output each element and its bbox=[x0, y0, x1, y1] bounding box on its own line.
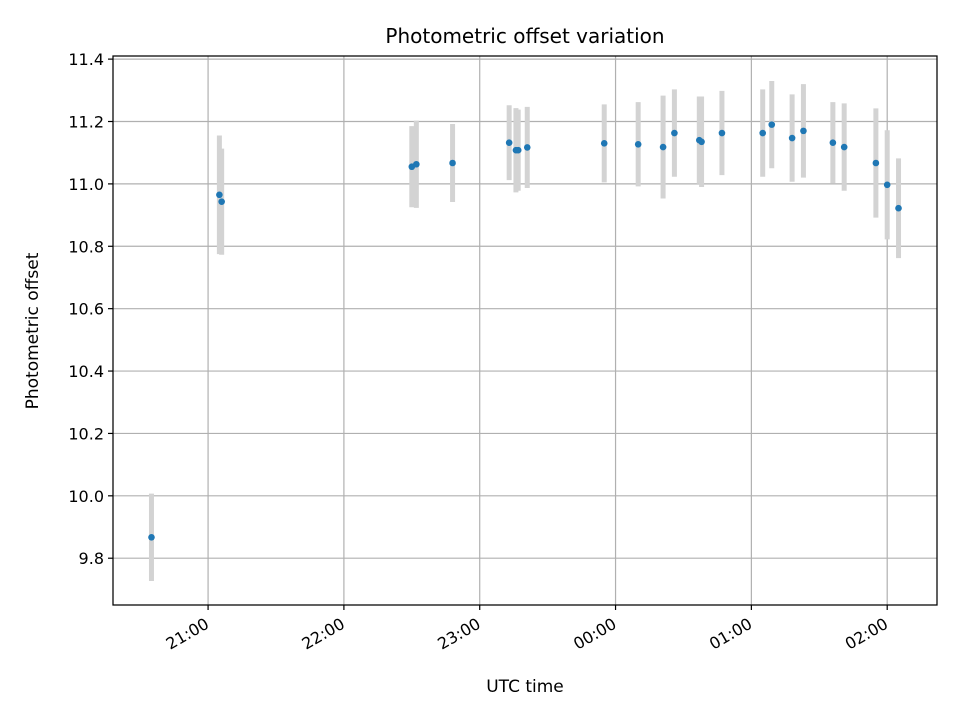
data-point bbox=[523, 144, 531, 151]
y-tick-label: 11.4 bbox=[68, 50, 104, 69]
y-tick-label: 10.6 bbox=[68, 300, 104, 319]
y-axis-ticks: 9.8 10.0 10.2 10.4 10.6 10.8 11.0 11.2 11.4 bbox=[68, 50, 113, 568]
data-point bbox=[216, 191, 223, 199]
y-axis-label: Photometric offset bbox=[23, 252, 43, 409]
data-point bbox=[718, 129, 726, 137]
chart-title: Photometric offset variation bbox=[385, 24, 664, 48]
data-point bbox=[449, 159, 456, 167]
data-point bbox=[883, 181, 891, 189]
data-point bbox=[872, 159, 880, 167]
data-point bbox=[800, 127, 807, 135]
plot-frame bbox=[112, 55, 938, 606]
data-point bbox=[840, 143, 848, 151]
y-tick-label: 9.8 bbox=[79, 549, 104, 568]
data-point bbox=[788, 134, 796, 142]
data-point bbox=[895, 204, 902, 212]
y-tick-label: 10.2 bbox=[68, 424, 104, 443]
data-point bbox=[829, 139, 837, 147]
y-tick-label: 11.0 bbox=[68, 175, 104, 194]
data-point bbox=[698, 138, 705, 146]
x-axis-label: UTC time bbox=[486, 677, 564, 697]
data-point bbox=[514, 146, 522, 154]
data-point bbox=[148, 534, 155, 541]
data-point bbox=[659, 143, 667, 151]
y-tick-label: 10.8 bbox=[68, 237, 104, 256]
data-points bbox=[148, 121, 902, 541]
data-point bbox=[505, 139, 513, 147]
data-point bbox=[218, 198, 225, 205]
data-point bbox=[768, 121, 776, 128]
data-point bbox=[671, 129, 678, 137]
y-tick-label: 10.0 bbox=[68, 487, 104, 506]
data-point bbox=[413, 160, 420, 168]
data-point bbox=[600, 140, 608, 147]
data-point bbox=[634, 140, 642, 148]
y-tick-label: 11.2 bbox=[68, 113, 104, 132]
data-point bbox=[759, 129, 766, 137]
y-tick-label: 10.4 bbox=[68, 362, 104, 381]
